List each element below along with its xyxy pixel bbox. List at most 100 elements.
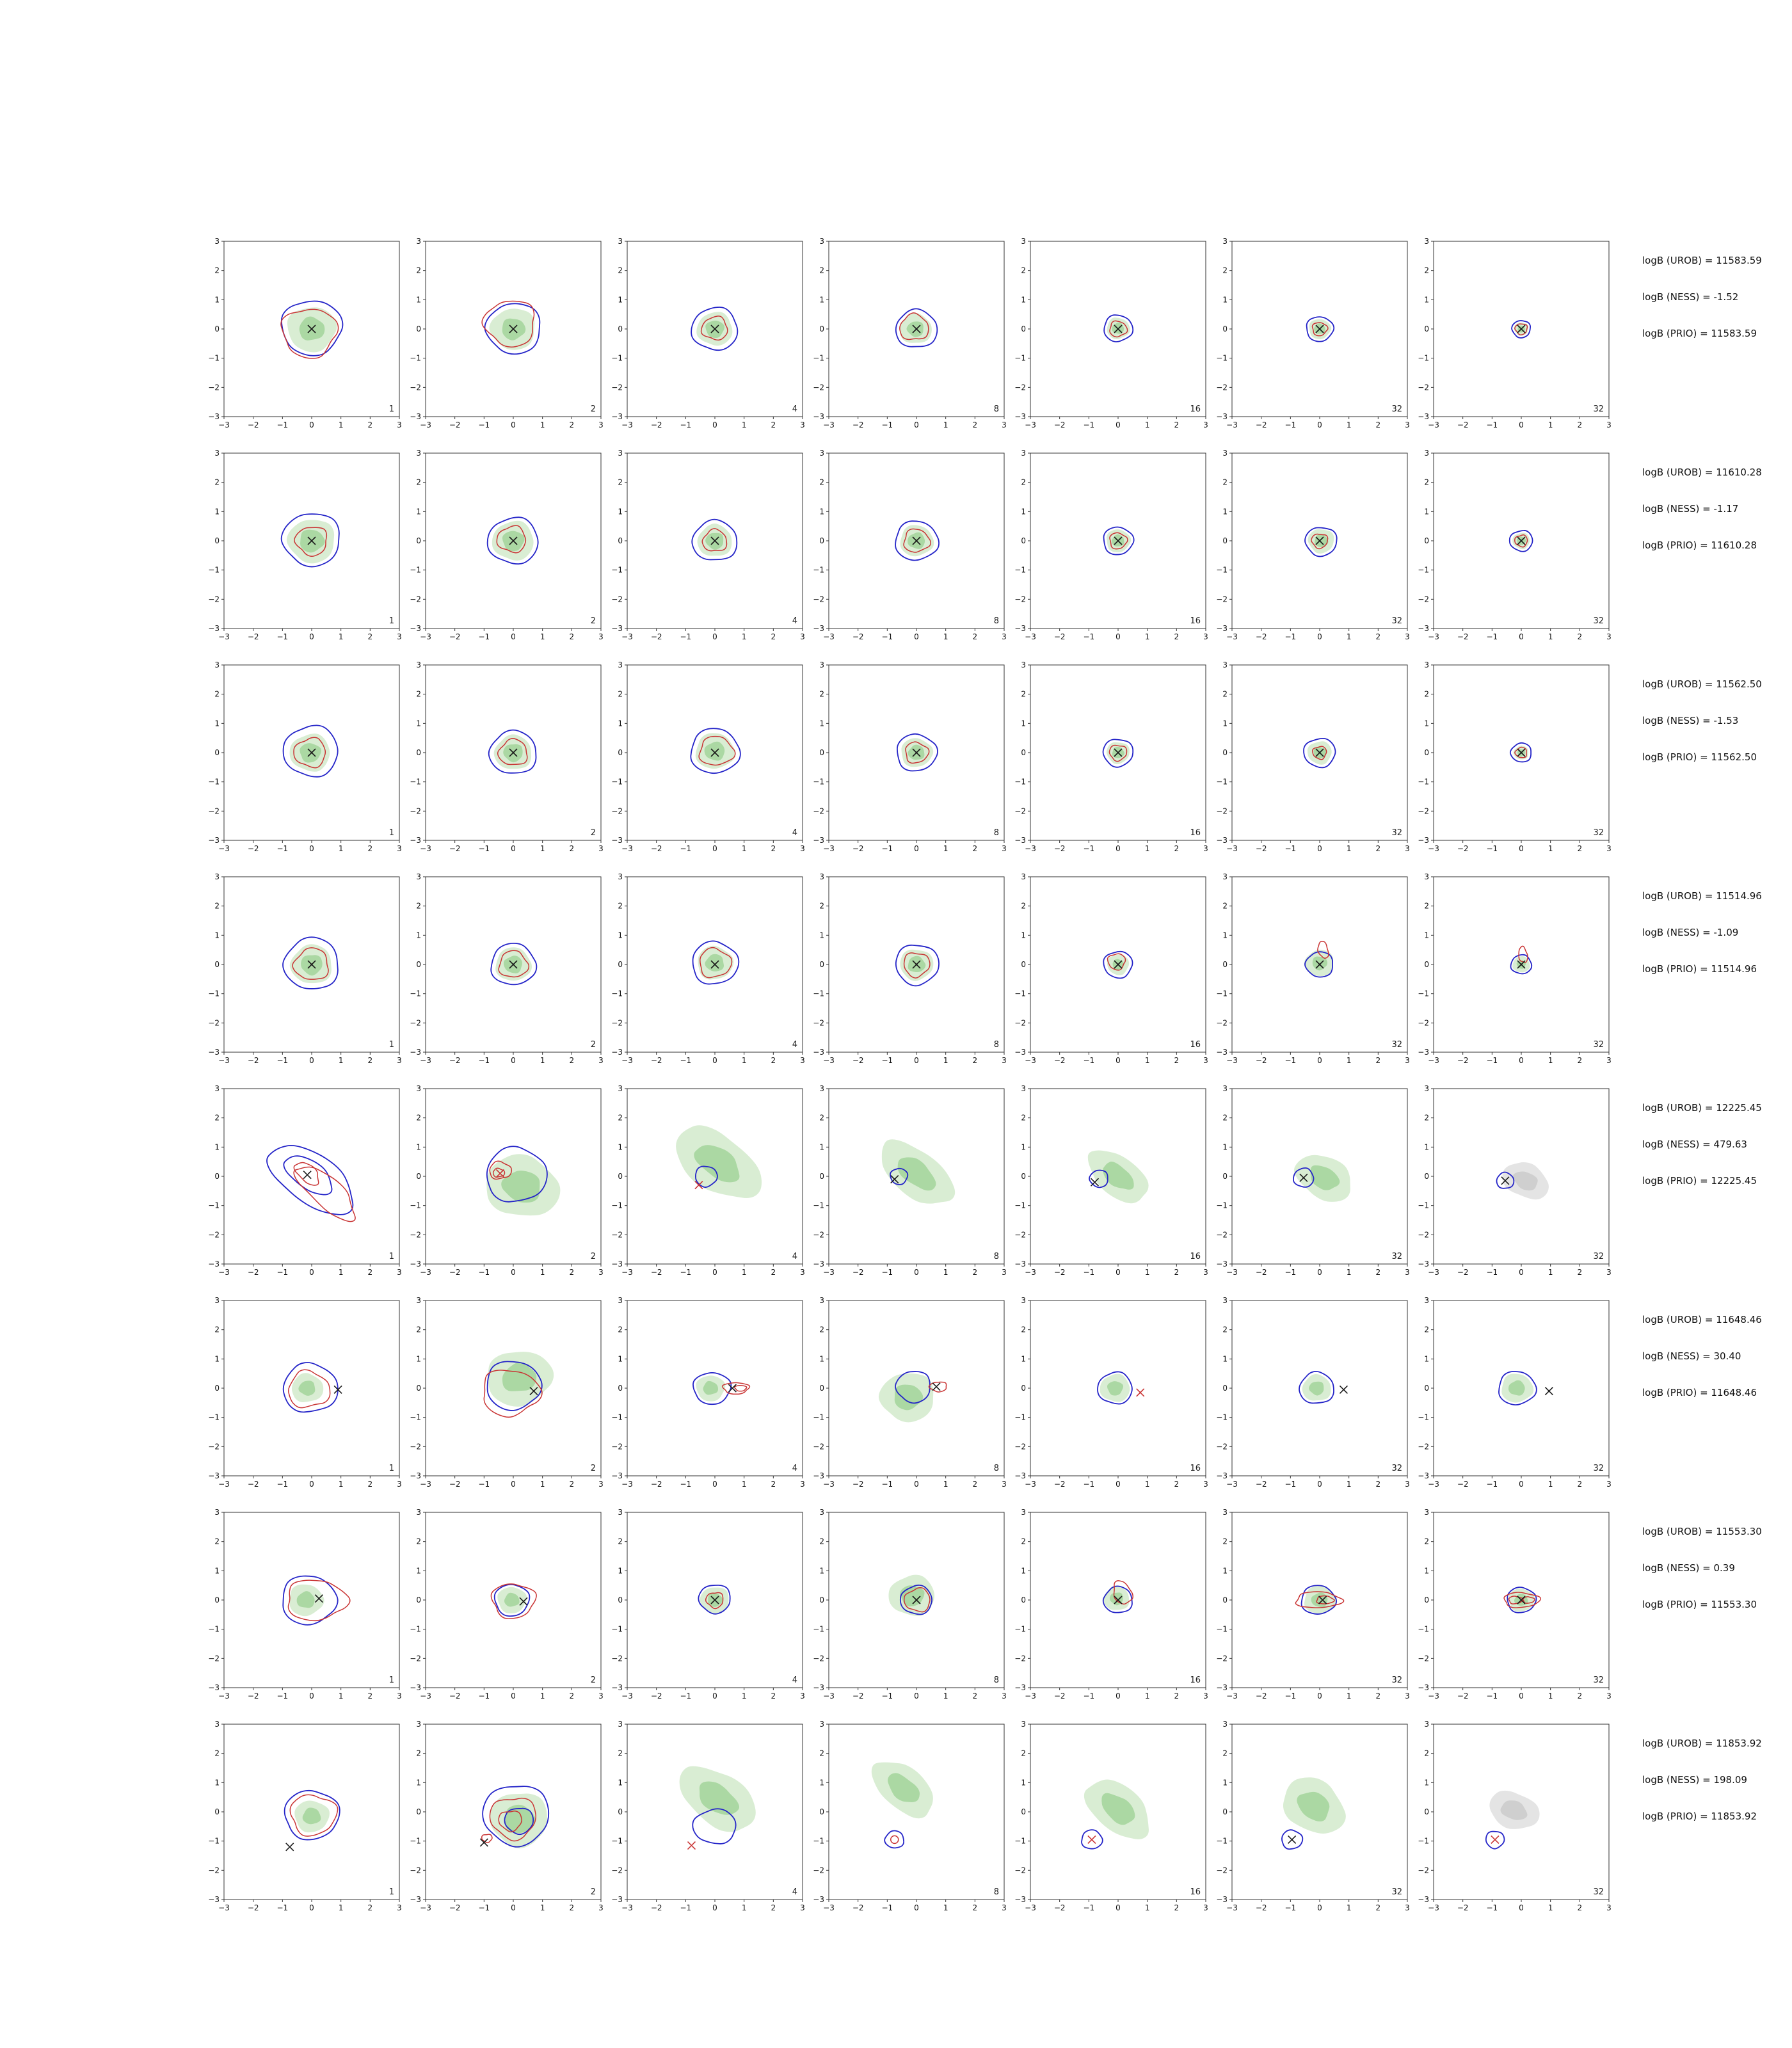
- y-tick-label: 3: [1424, 1296, 1429, 1305]
- x-tick-label: 0: [1317, 1268, 1322, 1277]
- y-tick-label: 2: [416, 1114, 421, 1123]
- y-tick-label: 1: [618, 1778, 623, 1787]
- x-marker: [1318, 1596, 1327, 1604]
- red-contour: [1109, 532, 1128, 550]
- x-tick-label: 2: [973, 632, 978, 641]
- x-tick-label: 0: [1116, 1268, 1121, 1277]
- red-contour: [498, 950, 530, 978]
- y-tick-label: −1: [1216, 778, 1228, 787]
- x-tick-label: −2: [248, 1056, 259, 1065]
- kde-fill-inner: [1500, 1800, 1528, 1820]
- y-tick-label: −3: [1418, 412, 1429, 421]
- y-tick-label: 3: [214, 449, 220, 458]
- x-tick-label: 3: [1002, 1480, 1007, 1489]
- y-tick-label: 0: [819, 324, 824, 333]
- x-tick-label: −2: [1457, 1056, 1469, 1065]
- contour-layer: [691, 518, 738, 561]
- x-tick-label: 2: [1376, 1056, 1381, 1065]
- y-tick-label: 2: [1222, 1325, 1228, 1334]
- contour-layer: [490, 942, 538, 986]
- x-tick-label: 1: [1347, 420, 1352, 429]
- x-tick-label: 0: [309, 420, 314, 429]
- x-tick-label: 3: [1606, 1268, 1612, 1277]
- y-tick-label: −2: [208, 383, 220, 392]
- x-marker: [1517, 748, 1526, 757]
- x-tick-label: −1: [680, 1903, 691, 1912]
- x-tick-label: −3: [1025, 1692, 1036, 1700]
- x-tick-label: 3: [1203, 1480, 1208, 1489]
- red-contour: [700, 947, 733, 979]
- blue-contour: [1304, 527, 1338, 557]
- red-contour: [490, 1583, 537, 1619]
- kde-fill-inner: [1312, 956, 1328, 971]
- x-tick-label: 3: [397, 1903, 402, 1912]
- contour-layer: [1303, 737, 1336, 769]
- x-tick-label: 2: [570, 1268, 575, 1277]
- x-tick-label: 3: [397, 1056, 402, 1065]
- kde-fill-inner: [1512, 1171, 1538, 1191]
- sample-size-label: 1: [389, 1464, 394, 1473]
- red-contour: [1311, 322, 1329, 337]
- x-tick-label: −2: [1457, 1692, 1469, 1700]
- x-tick-label: −3: [621, 1480, 633, 1489]
- x-tick-label: −2: [449, 1692, 461, 1700]
- y-tick-label: −1: [410, 566, 421, 575]
- x-tick-label: −2: [651, 420, 662, 429]
- y-tick-label: 1: [214, 507, 220, 516]
- x-tick-label: 1: [1347, 1268, 1352, 1277]
- x-tick-label: 1: [742, 1056, 747, 1065]
- x-tick-label: 2: [1376, 1692, 1381, 1700]
- y-tick-label: 2: [416, 266, 421, 275]
- x-tick-label: −2: [651, 844, 662, 853]
- y-tick-label: 0: [1222, 1596, 1228, 1604]
- y-tick-label: 3: [1222, 660, 1228, 669]
- x-tick-label: 2: [1174, 420, 1180, 429]
- x-tick-label: −3: [823, 1903, 835, 1912]
- blue-contour: [896, 733, 938, 772]
- x-tick-label: −1: [1284, 1056, 1296, 1065]
- y-tick-label: 0: [214, 536, 220, 545]
- x-tick-label: 3: [1405, 1692, 1410, 1700]
- x-tick-label: −1: [478, 844, 490, 853]
- x-marker: [307, 324, 316, 333]
- y-tick-label: −2: [1216, 1230, 1228, 1239]
- x-tick-label: 2: [570, 632, 575, 641]
- y-tick-label: 2: [214, 1114, 220, 1123]
- x-tick-label: 1: [540, 1480, 545, 1489]
- y-tick-label: −1: [1014, 566, 1026, 575]
- blue-contour: [1508, 530, 1533, 552]
- blue-contour: [1102, 1585, 1133, 1613]
- x-tick-label: 0: [309, 1903, 314, 1912]
- x-tick-label: 1: [943, 1480, 948, 1489]
- x-tick-label: 0: [914, 420, 919, 429]
- y-tick-label: −2: [410, 1230, 421, 1239]
- contour-layer: [284, 1789, 340, 1852]
- x-tick-label: 1: [1548, 844, 1553, 853]
- x-tick-label: −1: [680, 420, 691, 429]
- x-tick-label: −2: [852, 1692, 864, 1700]
- x-tick-label: 2: [1578, 844, 1583, 853]
- x-tick-label: 2: [1578, 420, 1583, 429]
- y-tick-label: 1: [1222, 1142, 1228, 1151]
- x-tick-label: 1: [1347, 1903, 1352, 1912]
- y-tick-label: 2: [1424, 266, 1429, 275]
- y-tick-label: 1: [416, 1142, 421, 1151]
- x-tick-label: −1: [1284, 632, 1296, 641]
- x-tick-label: −2: [852, 844, 864, 853]
- y-tick-label: −2: [813, 806, 824, 815]
- x-tick-label: −1: [478, 1268, 490, 1277]
- x-tick-label: 0: [511, 1903, 516, 1912]
- x-tick-label: 3: [1203, 632, 1208, 641]
- y-tick-label: −3: [1014, 1048, 1026, 1057]
- y-tick-label: −3: [1014, 836, 1026, 845]
- x-tick-label: −3: [1428, 844, 1439, 853]
- y-tick-label: −1: [410, 354, 421, 363]
- x-tick-label: 2: [973, 844, 978, 853]
- kde-fill-inner: [296, 1591, 315, 1608]
